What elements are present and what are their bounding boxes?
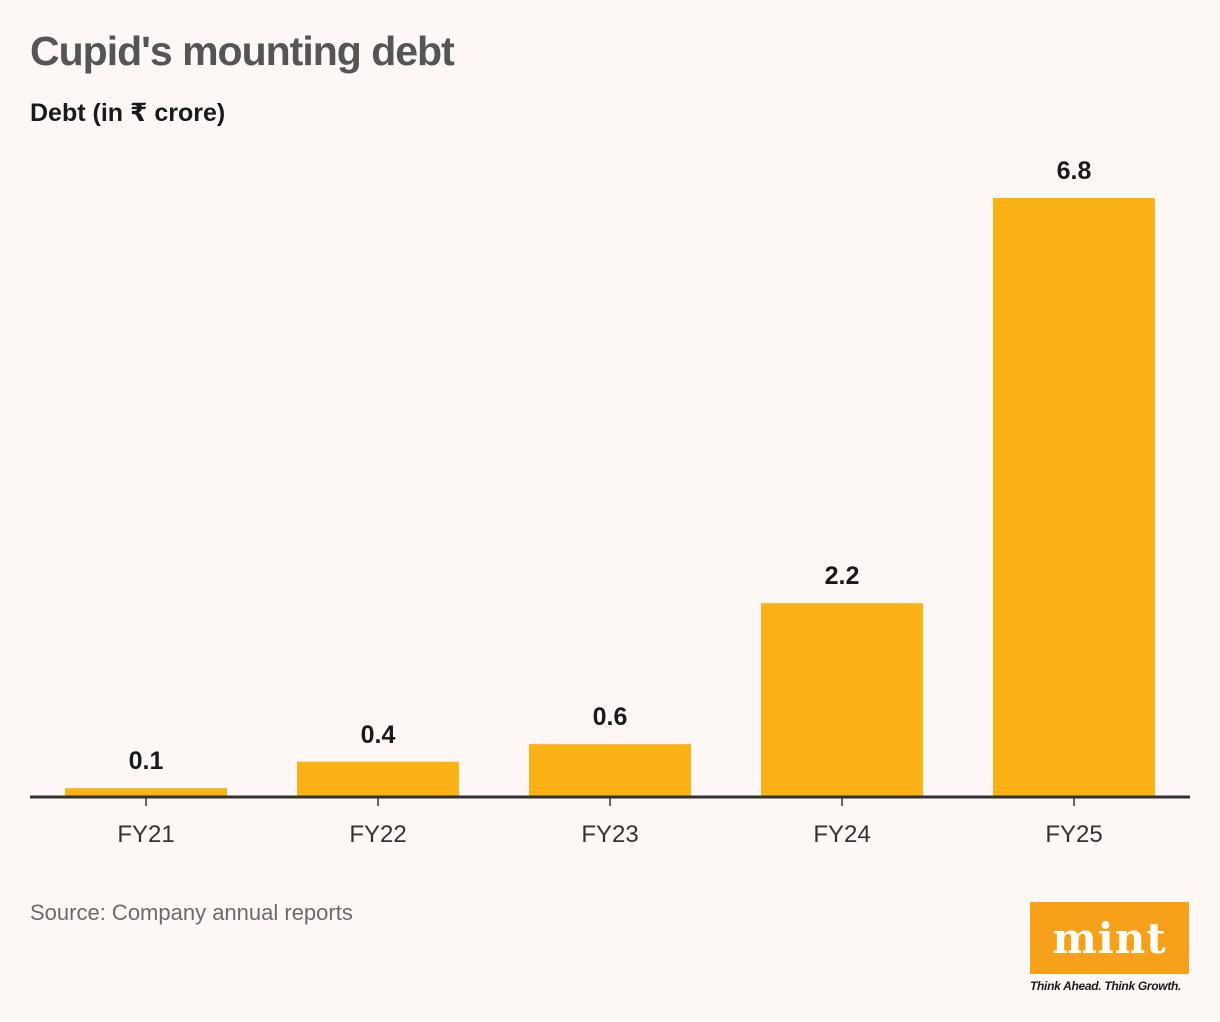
bar-fy21 [65,788,227,797]
bar-fy22 [297,761,459,797]
x-tick-label-fy25: FY25 [1045,821,1102,848]
bar-fy25 [993,198,1155,797]
data-label-fy22: 0.4 [361,721,396,749]
chart-title: Cupid's mounting debt [30,28,455,74]
data-label-fy25: 6.8 [1057,157,1092,185]
chart-subtitle: Debt (in ₹ crore) [30,99,226,127]
source-note: Source: Company annual reports [30,900,353,925]
mint-logo: mint [1030,902,1189,974]
bar-chart: 0.1 FY21 0.4 FY22 0.6 FY23 2.2 FY24 6.8 FY25 [30,157,1190,848]
data-label-fy24: 2.2 [825,562,860,590]
mint-tagline: Think Ahead. Think Growth. [1030,979,1182,993]
mint-logo-text: mint [1052,913,1167,963]
data-label-fy21: 0.1 [129,747,164,775]
bar-fy23 [529,744,691,797]
x-tick-label-fy22: FY22 [349,821,406,848]
x-tick-label-fy23: FY23 [581,821,638,848]
x-tick-label-fy24: FY24 [813,821,870,848]
x-tick-label-fy21: FY21 [117,821,174,848]
data-label-fy23: 0.6 [593,703,628,731]
bar-fy24 [761,603,923,797]
